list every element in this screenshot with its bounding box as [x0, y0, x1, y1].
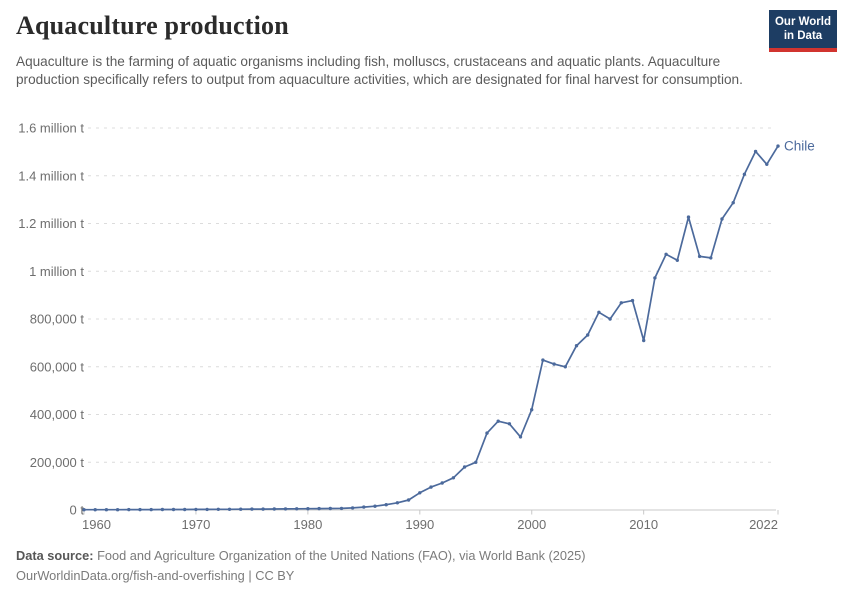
owid-logo[interactable]: Our World in Data — [769, 10, 837, 52]
data-point[interactable] — [82, 508, 86, 512]
data-point[interactable] — [239, 507, 243, 511]
data-source-label: Data source: — [16, 548, 94, 563]
data-point[interactable] — [653, 276, 657, 280]
data-point[interactable] — [160, 507, 165, 512]
data-point[interactable] — [518, 435, 523, 439]
data-point[interactable] — [395, 501, 400, 505]
data-point[interactable] — [127, 507, 131, 512]
data-point[interactable] — [765, 162, 769, 166]
data-point[interactable] — [205, 507, 209, 512]
data-point[interactable] — [574, 344, 579, 348]
data-point[interactable] — [731, 201, 735, 205]
data-point[interactable] — [619, 301, 623, 305]
data-point[interactable] — [742, 172, 747, 176]
data-point[interactable] — [261, 507, 265, 511]
y-axis-label: 1.2 million t — [18, 216, 84, 231]
data-point[interactable] — [295, 507, 299, 511]
data-point[interactable] — [115, 508, 120, 512]
data-source-text: Food and Agriculture Organization of the… — [93, 548, 586, 563]
data-point[interactable] — [686, 215, 691, 219]
data-point[interactable] — [541, 358, 545, 362]
data-point[interactable] — [776, 144, 780, 148]
data-point[interactable] — [552, 362, 556, 366]
data-point[interactable] — [462, 465, 467, 469]
y-axis-label: 1.6 million t — [18, 121, 84, 136]
data-point[interactable] — [149, 507, 153, 512]
data-point[interactable] — [138, 507, 142, 512]
data-point[interactable] — [753, 149, 758, 154]
x-axis-label: 2000 — [517, 517, 546, 532]
data-point[interactable] — [328, 506, 332, 511]
data-point[interactable] — [373, 504, 377, 508]
data-point[interactable] — [384, 503, 388, 507]
data-point[interactable] — [283, 507, 288, 511]
data-point[interactable] — [104, 508, 109, 512]
x-axis-label: 2010 — [629, 517, 658, 532]
page-title: Aquaculture production — [16, 11, 289, 40]
data-point[interactable] — [507, 422, 512, 426]
y-axis-label: 1.4 million t — [18, 168, 84, 183]
data-point[interactable] — [496, 419, 500, 423]
data-point[interactable] — [530, 408, 534, 412]
data-point[interactable] — [339, 506, 344, 511]
data-point[interactable] — [697, 254, 702, 259]
y-axis-label: 1 million t — [29, 264, 84, 279]
data-point[interactable] — [720, 217, 724, 221]
data-point[interactable] — [272, 507, 276, 511]
x-axis-label: 1960 — [82, 517, 111, 532]
data-point[interactable] — [586, 333, 590, 337]
data-point[interactable] — [171, 507, 176, 512]
data-point[interactable] — [227, 507, 232, 511]
y-axis-label: 0 t — [70, 503, 85, 518]
y-axis-label: 600,000 t — [30, 359, 85, 374]
data-source-line: Data source: Food and Agriculture Organi… — [16, 546, 586, 566]
data-point[interactable] — [675, 258, 679, 262]
chile-line[interactable] — [83, 145, 779, 511]
data-point[interactable] — [474, 460, 478, 464]
data-point[interactable] — [597, 310, 601, 314]
data-point[interactable] — [306, 507, 310, 511]
data-point[interactable] — [451, 476, 456, 480]
y-axis-label: 400,000 t — [30, 407, 85, 422]
series-label-chile[interactable]: Chile — [784, 139, 815, 154]
data-point[interactable] — [429, 485, 433, 489]
data-point[interactable] — [362, 505, 366, 509]
data-point[interactable] — [194, 507, 198, 512]
y-axis-label: 200,000 t — [30, 455, 85, 470]
data-point[interactable] — [485, 431, 489, 435]
footer: Data source: Food and Agriculture Organi… — [16, 546, 586, 587]
x-axis-label: 2022 — [749, 517, 778, 532]
data-point[interactable] — [642, 338, 646, 343]
x-axis-label: 1980 — [293, 517, 322, 532]
owid-logo-line1: Our World — [774, 16, 831, 28]
data-point[interactable] — [183, 507, 187, 512]
data-point[interactable] — [563, 365, 567, 369]
y-axis-label: 800,000 t — [30, 312, 85, 327]
data-point[interactable] — [709, 256, 713, 260]
data-point[interactable] — [630, 298, 635, 303]
data-point[interactable] — [664, 252, 668, 256]
data-point[interactable] — [216, 507, 220, 511]
data-point[interactable] — [440, 481, 444, 485]
chart-subtitle: Aquaculture is the farming of aquatic or… — [16, 54, 743, 87]
license-link-line[interactable]: OurWorldinData.org/fish-and-overfishing … — [16, 568, 295, 584]
data-point[interactable] — [608, 317, 612, 321]
data-point[interactable] — [93, 508, 97, 512]
data-point[interactable] — [350, 506, 355, 510]
data-point[interactable] — [406, 498, 411, 502]
x-axis-label: 1970 — [181, 517, 210, 532]
x-axis-label: 1990 — [405, 517, 434, 532]
data-point[interactable] — [418, 491, 422, 495]
data-point[interactable] — [317, 506, 321, 511]
owid-logo-line2: in Data — [783, 30, 823, 43]
data-point[interactable] — [250, 507, 254, 511]
series-chile[interactable] — [82, 144, 780, 512]
